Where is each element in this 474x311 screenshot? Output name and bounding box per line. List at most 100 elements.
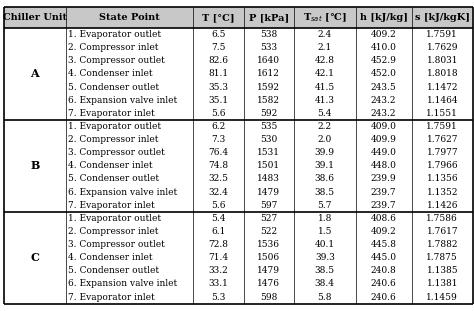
Bar	[4, 133, 473, 146]
Text: 82.6: 82.6	[209, 56, 228, 65]
Text: 38.5: 38.5	[315, 266, 335, 275]
Text: 38.6: 38.6	[315, 174, 335, 183]
Text: 2.4: 2.4	[318, 30, 332, 39]
Text: 42.1: 42.1	[315, 69, 335, 78]
Text: 7. Evaporator inlet: 7. Evaporator inlet	[68, 201, 155, 210]
Text: 240.6: 240.6	[371, 279, 396, 288]
Text: 598: 598	[260, 293, 278, 302]
Text: 1.7966: 1.7966	[427, 161, 458, 170]
Bar	[4, 159, 473, 172]
Text: 71.4: 71.4	[209, 253, 228, 262]
Text: 4. Condenser inlet: 4. Condenser inlet	[68, 253, 152, 262]
Text: 1.1381: 1.1381	[427, 279, 458, 288]
Text: 32.5: 32.5	[209, 174, 228, 183]
Text: 1.7586: 1.7586	[427, 214, 458, 223]
Text: 1479: 1479	[257, 188, 281, 197]
Bar	[4, 225, 473, 238]
Bar	[4, 212, 473, 225]
Text: Chiller Unit: Chiller Unit	[3, 13, 67, 22]
Text: 39.1: 39.1	[315, 161, 335, 170]
Text: 1.8031: 1.8031	[427, 56, 458, 65]
Bar	[4, 264, 473, 277]
Text: 39.3: 39.3	[315, 253, 335, 262]
Text: 1.7882: 1.7882	[427, 240, 458, 249]
Text: 1582: 1582	[257, 96, 281, 105]
Text: 1.1356: 1.1356	[427, 174, 458, 183]
Text: 2. Compressor inlet: 2. Compressor inlet	[68, 135, 158, 144]
Bar	[4, 41, 473, 54]
Text: 409.9: 409.9	[371, 135, 397, 144]
Text: 5.4: 5.4	[211, 214, 226, 223]
Bar	[4, 251, 473, 264]
Text: 1.1464: 1.1464	[427, 96, 458, 105]
Text: 2. Compressor inlet: 2. Compressor inlet	[68, 227, 158, 236]
Text: 40.1: 40.1	[315, 240, 335, 249]
Text: 1612: 1612	[257, 69, 280, 78]
Text: 448.0: 448.0	[371, 161, 397, 170]
Text: 410.0: 410.0	[371, 43, 397, 52]
Text: 6.1: 6.1	[211, 227, 226, 236]
Text: 6.2: 6.2	[211, 122, 226, 131]
Text: 1.1426: 1.1426	[427, 201, 458, 210]
Text: 1.1352: 1.1352	[427, 188, 458, 197]
Bar	[4, 172, 473, 185]
Text: 1592: 1592	[257, 82, 281, 91]
Text: 1.7977: 1.7977	[427, 148, 458, 157]
Text: 240.8: 240.8	[371, 266, 396, 275]
Text: B: B	[30, 160, 39, 171]
Text: 239.7: 239.7	[371, 201, 396, 210]
Text: 33.2: 33.2	[209, 266, 228, 275]
Text: 533: 533	[260, 43, 277, 52]
Text: 5.3: 5.3	[211, 293, 226, 302]
Text: 35.1: 35.1	[209, 96, 228, 105]
Text: 1640: 1640	[257, 56, 281, 65]
Text: 409.2: 409.2	[371, 227, 396, 236]
Text: 239.7: 239.7	[371, 188, 396, 197]
Text: 3. Compressor outlet: 3. Compressor outlet	[68, 56, 164, 65]
Text: T [°C]: T [°C]	[202, 13, 235, 22]
Text: 445.0: 445.0	[371, 253, 397, 262]
Text: 7. Evaporator inlet: 7. Evaporator inlet	[68, 293, 155, 302]
Text: 449.0: 449.0	[371, 148, 397, 157]
Text: 81.1: 81.1	[209, 69, 228, 78]
Text: 1506: 1506	[257, 253, 281, 262]
Text: 5.7: 5.7	[318, 201, 332, 210]
Text: 1483: 1483	[257, 174, 280, 183]
Text: 41.3: 41.3	[315, 96, 335, 105]
Text: 1.1551: 1.1551	[427, 109, 458, 118]
Text: 1536: 1536	[257, 240, 281, 249]
Text: 76.4: 76.4	[209, 148, 228, 157]
Text: 1.8018: 1.8018	[427, 69, 458, 78]
Text: 39.9: 39.9	[315, 148, 335, 157]
Text: 592: 592	[260, 109, 277, 118]
Text: 33.1: 33.1	[209, 279, 228, 288]
Bar	[4, 54, 473, 67]
Text: 72.8: 72.8	[209, 240, 228, 249]
Text: 38.4: 38.4	[315, 279, 335, 288]
Text: 243.2: 243.2	[371, 109, 396, 118]
Text: 1.7591: 1.7591	[427, 30, 458, 39]
Text: 6. Expansion valve inlet: 6. Expansion valve inlet	[68, 96, 177, 105]
Text: 5.4: 5.4	[318, 109, 332, 118]
Text: 5.6: 5.6	[211, 201, 226, 210]
Text: 2. Compressor inlet: 2. Compressor inlet	[68, 43, 158, 52]
Text: 6. Expansion valve inlet: 6. Expansion valve inlet	[68, 188, 177, 197]
Text: 6.5: 6.5	[211, 30, 226, 39]
Text: 42.8: 42.8	[315, 56, 335, 65]
Text: 452.0: 452.0	[371, 69, 397, 78]
Text: 1.1459: 1.1459	[427, 293, 458, 302]
Text: 7.5: 7.5	[211, 43, 226, 52]
Text: 32.4: 32.4	[209, 188, 228, 197]
Text: 535: 535	[260, 122, 278, 131]
Text: 74.8: 74.8	[209, 161, 228, 170]
Text: T$_{sat}$ [°C]: T$_{sat}$ [°C]	[303, 11, 347, 24]
Text: 1.7627: 1.7627	[427, 135, 458, 144]
Bar	[4, 146, 473, 159]
Text: 2.1: 2.1	[318, 43, 332, 52]
Text: 527: 527	[260, 214, 277, 223]
Text: 522: 522	[260, 227, 277, 236]
Text: 408.6: 408.6	[371, 214, 397, 223]
Bar	[4, 199, 473, 212]
Text: 2.0: 2.0	[318, 135, 332, 144]
Text: 240.6: 240.6	[371, 293, 396, 302]
